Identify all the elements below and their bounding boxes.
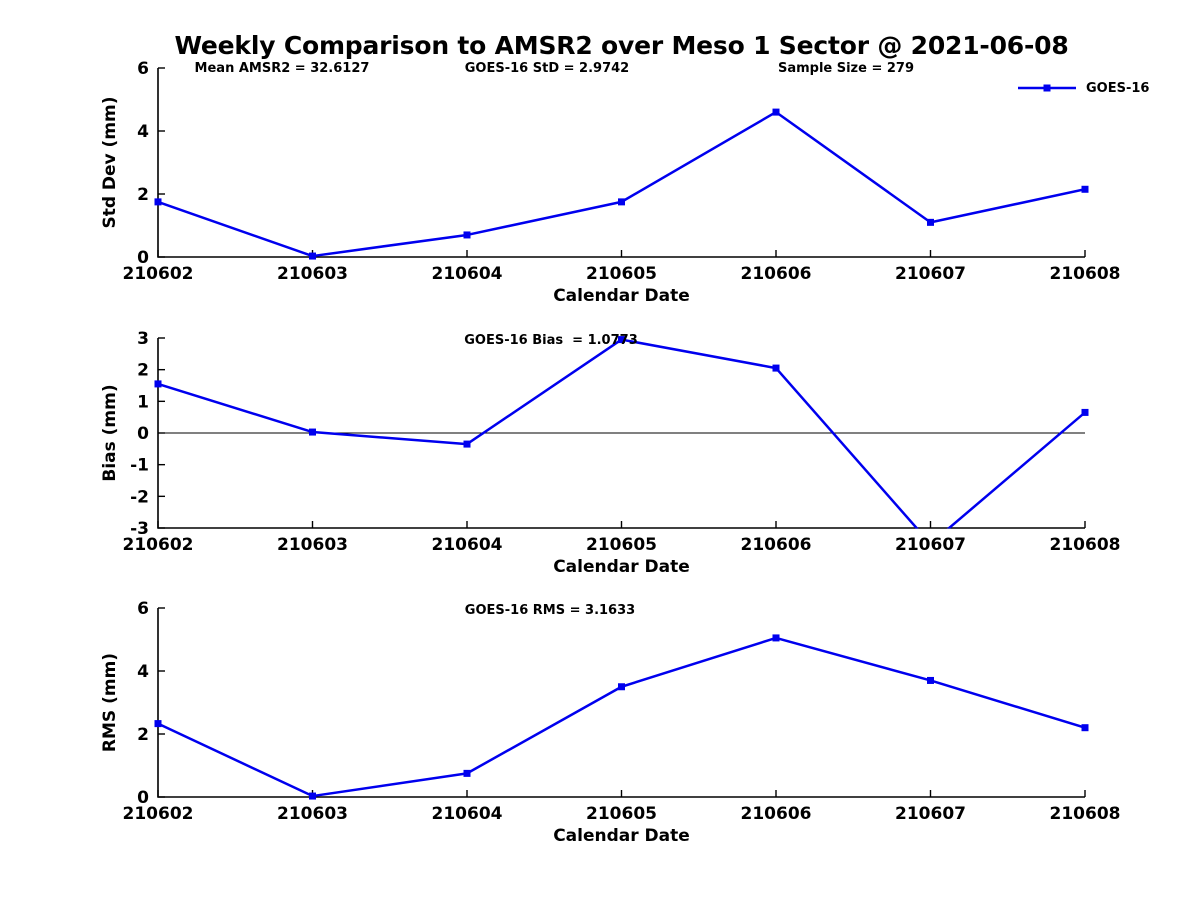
y-tick-label: -2 <box>130 487 149 507</box>
legend-label: GOES-16 <box>1086 80 1150 96</box>
y-tick-label: 0 <box>137 788 149 808</box>
y-tick-label: 4 <box>137 662 149 682</box>
data-point-marker <box>618 683 625 691</box>
axes <box>157 608 1085 798</box>
series-line <box>158 110 1085 258</box>
data-point-marker <box>154 380 162 388</box>
x-tick-label: 210608 <box>1050 535 1121 555</box>
annotation: Sample Size = 279 <box>778 61 914 76</box>
x-tick-label: 210605 <box>586 264 657 284</box>
y-tick-label: 4 <box>137 122 149 142</box>
data-point-marker <box>927 218 934 226</box>
y-tick-label: -3 <box>130 519 149 539</box>
y-axis-label: Std Dev (mm) <box>100 96 120 228</box>
legend-marker-icon <box>1043 84 1051 92</box>
x-tick-label: 210607 <box>895 264 966 284</box>
y-tick-label: 2 <box>137 361 149 381</box>
x-tick-label: 210603 <box>277 804 348 824</box>
y-tick-label: 0 <box>137 248 149 268</box>
y-tick-label: 0 <box>137 424 149 444</box>
x-tick-label: 210607 <box>895 804 966 824</box>
x-tick-label: 210608 <box>1050 804 1121 824</box>
x-tick-label: 210608 <box>1050 264 1121 284</box>
x-tick-label: 210603 <box>277 535 348 555</box>
x-tick-label: 210606 <box>741 264 812 284</box>
axes <box>157 68 1085 258</box>
x-tick-label: 210604 <box>432 264 503 284</box>
y-tick-label: 6 <box>137 59 149 79</box>
data-point-marker <box>309 252 316 260</box>
x-axis-label: Calendar Date <box>553 286 690 306</box>
y-tick-label: 6 <box>137 599 149 619</box>
y-axis-label: RMS (mm) <box>100 653 120 752</box>
data-point-marker <box>772 364 780 372</box>
data-point-marker <box>772 634 780 642</box>
x-axis-label: Calendar Date <box>553 557 690 577</box>
subplot-bias-mm <box>154 336 1089 529</box>
chart-title: Weekly Comparison to AMSR2 over Meso 1 S… <box>174 31 1069 60</box>
data-point-marker <box>463 769 471 777</box>
data-point-marker <box>927 676 934 684</box>
x-tick-label: 210603 <box>277 264 348 284</box>
subplot-std-dev-mm <box>154 67 1089 260</box>
data-point-marker <box>154 720 162 728</box>
y-axis-label: Bias (mm) <box>100 384 120 481</box>
x-tick-label: 210602 <box>123 804 194 824</box>
x-tick-label: 210604 <box>432 804 503 824</box>
data-point-marker <box>1081 724 1089 732</box>
data-point-marker <box>463 231 471 239</box>
annotation: GOES-16 StD = 2.9742 <box>465 61 629 76</box>
x-tick-label: 210605 <box>586 804 657 824</box>
series-line <box>158 338 1085 529</box>
y-tick-label: 2 <box>137 185 149 205</box>
data-point-marker <box>1081 185 1089 193</box>
annotation: Mean AMSR2 = 32.6127 <box>195 61 370 76</box>
legend-line-sample <box>1018 84 1076 92</box>
annotation: GOES-16 Bias = 1.0773 <box>464 333 638 348</box>
x-tick-label: 210607 <box>895 535 966 555</box>
data-point-marker <box>772 108 780 116</box>
data-point-marker <box>618 198 625 206</box>
data-point-marker <box>154 198 162 206</box>
data-point-marker <box>309 428 316 436</box>
data-point-marker <box>463 440 471 448</box>
y-tick-label: 1 <box>137 392 149 412</box>
x-axis-label: Calendar Date <box>553 826 690 846</box>
data-point-marker <box>309 792 316 800</box>
x-tick-label: 210602 <box>123 264 194 284</box>
x-tick-label: 210605 <box>586 535 657 555</box>
x-tick-label: 210604 <box>432 535 503 555</box>
x-tick-label: 210602 <box>123 535 194 555</box>
annotation: GOES-16 RMS = 3.1633 <box>465 603 635 618</box>
y-tick-label: 2 <box>137 725 149 745</box>
data-point-marker <box>618 336 625 344</box>
x-tick-label: 210606 <box>741 535 812 555</box>
series-line <box>158 636 1085 798</box>
x-tick-label: 210606 <box>741 804 812 824</box>
subplot-rms-mm <box>154 607 1089 800</box>
y-tick-label: 3 <box>137 329 149 349</box>
legend: GOES-16 <box>1016 78 1149 98</box>
data-point-marker <box>1081 408 1089 416</box>
y-tick-label: -1 <box>130 456 149 476</box>
